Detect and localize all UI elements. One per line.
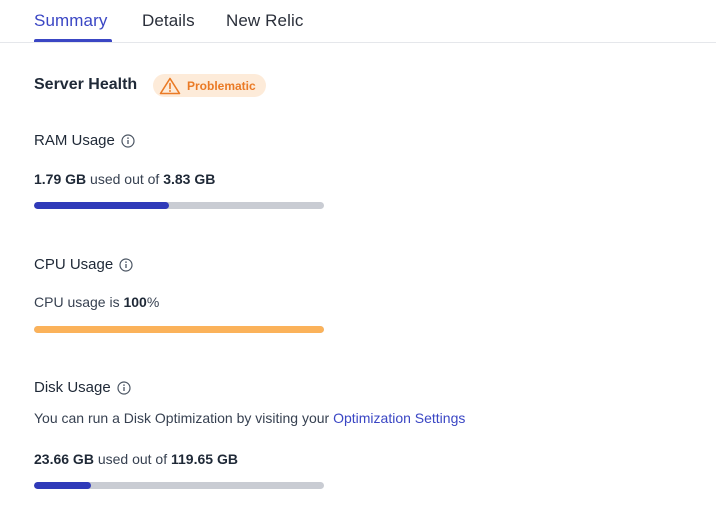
disk-usage-title: Disk Usage bbox=[34, 379, 111, 396]
cpu-usage-unit: % bbox=[146, 294, 160, 310]
warning-triangle-icon bbox=[159, 77, 181, 95]
disk-usage-heading: Disk Usage bbox=[34, 379, 131, 396]
info-icon[interactable] bbox=[119, 257, 133, 272]
tab-summary[interactable]: Summary bbox=[34, 11, 108, 30]
status-badge: Problematic bbox=[153, 74, 266, 97]
info-icon[interactable] bbox=[121, 133, 135, 148]
info-icon[interactable] bbox=[117, 380, 131, 395]
status-badge-label: Problematic bbox=[187, 78, 256, 93]
tab-new-relic[interactable]: New Relic bbox=[226, 11, 304, 30]
disk-used-label: used out of bbox=[97, 451, 168, 467]
disk-optimization-hint: You can run a Disk Optimization by visit… bbox=[34, 410, 465, 426]
ram-usage-title: RAM Usage bbox=[34, 132, 115, 149]
server-health-title: Server Health bbox=[34, 76, 138, 93]
cpu-usage-prefix: CPU usage is bbox=[34, 294, 120, 310]
cpu-usage-bar bbox=[34, 326, 324, 333]
cpu-usage-heading: CPU Usage bbox=[34, 256, 133, 273]
disk-usage-bar-fill bbox=[34, 482, 92, 489]
ram-usage-bar bbox=[34, 202, 324, 209]
disk-used-value: 23.66 GB bbox=[34, 451, 94, 467]
cpu-usage-text: CPU usage is 100% bbox=[34, 294, 159, 310]
optimization-settings-link[interactable]: Optimization Settings bbox=[333, 410, 466, 426]
ram-used-label: used out of bbox=[90, 171, 160, 187]
tab-bar: Summary Details New Relic bbox=[0, 0, 716, 43]
tab-details[interactable]: Details bbox=[142, 11, 195, 30]
disk-usage-text: 23.66 GB used out of 119.65 GB bbox=[34, 451, 238, 467]
active-tab-indicator bbox=[34, 39, 112, 42]
ram-total-value: 3.83 GB bbox=[163, 171, 216, 187]
disk-hint-text: You can run a Disk Optimization by visit… bbox=[34, 410, 330, 426]
disk-total-value: 119.65 GB bbox=[171, 451, 238, 467]
cpu-usage-value: 100 bbox=[123, 294, 147, 310]
cpu-usage-bar-fill bbox=[34, 326, 324, 333]
cpu-usage-title: CPU Usage bbox=[34, 256, 114, 273]
disk-usage-bar bbox=[34, 482, 324, 489]
ram-usage-heading: RAM Usage bbox=[34, 132, 135, 149]
ram-usage-text: 1.79 GB used out of 3.83 GB bbox=[34, 171, 215, 187]
ram-usage-bar-fill bbox=[34, 202, 170, 209]
ram-used-value: 1.79 GB bbox=[34, 171, 87, 187]
